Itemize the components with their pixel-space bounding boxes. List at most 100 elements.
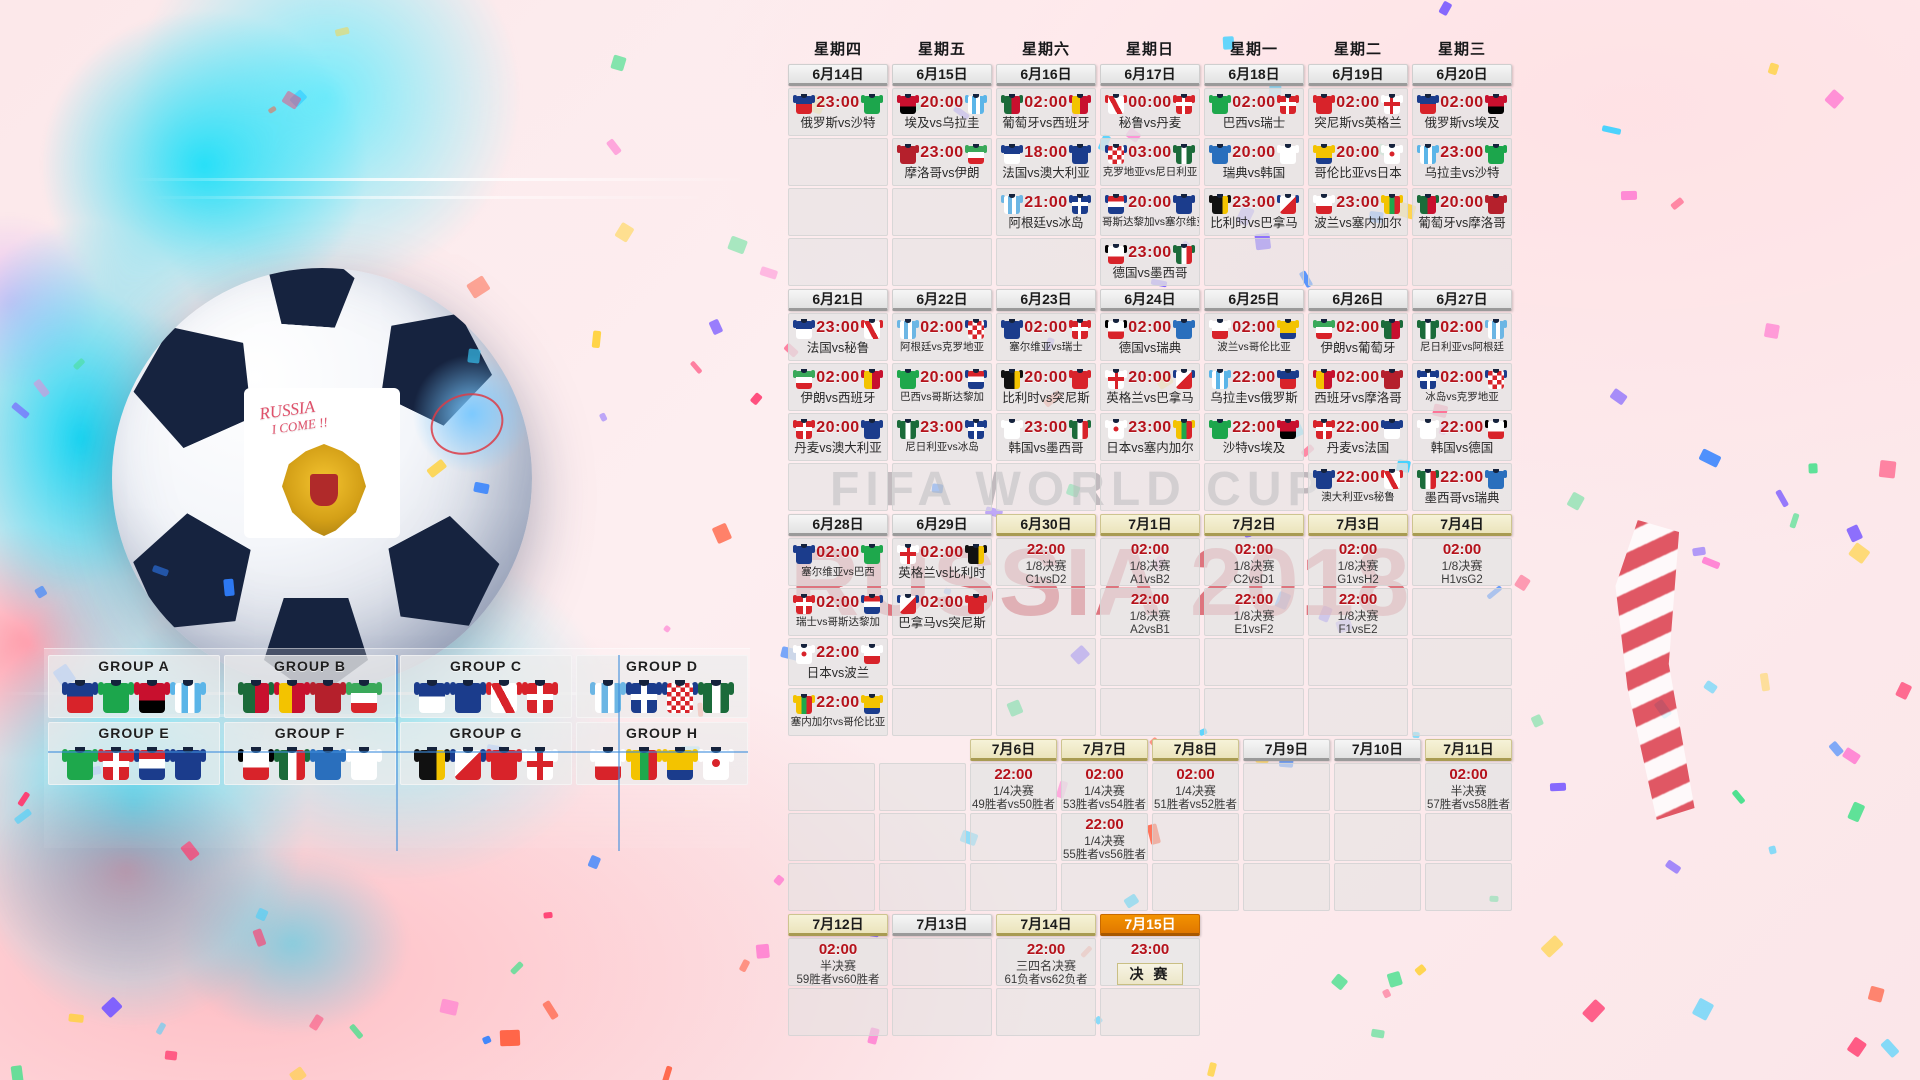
match-cell[interactable]: 02:00 葡萄牙vs西班牙 <box>996 88 1096 136</box>
match-cell[interactable]: 02:00 伊朗vs葡萄牙 <box>1308 313 1408 361</box>
match-cell[interactable]: 20:00 英格兰vs巴拿马 <box>1100 363 1200 411</box>
match-cell[interactable]: 20:00 哥伦比亚vs日本 <box>1308 138 1408 186</box>
match-cell[interactable]: 02:00 1/4决赛 53胜者vs54胜者 <box>1061 763 1148 811</box>
date-header-7月14日[interactable]: 7月14日 <box>996 914 1096 936</box>
date-header-7月1日[interactable]: 7月1日 <box>1100 514 1200 536</box>
date-header-7月13日[interactable]: 7月13日 <box>892 914 992 936</box>
date-header-6月24日[interactable]: 6月24日 <box>1100 289 1200 311</box>
match-cell[interactable]: 22:00 1/8决赛 C1vsD2 <box>996 538 1096 586</box>
match-cell[interactable]: 02:00 半决赛 57胜者vs58胜者 <box>1425 763 1512 811</box>
match-cell[interactable]: 22:00 日本vs波兰 <box>788 638 888 686</box>
date-header-6月29日[interactable]: 6月29日 <box>892 514 992 536</box>
date-header-6月25日[interactable]: 6月25日 <box>1204 289 1304 311</box>
match-cell[interactable]: 23:00 决 赛 <box>1100 938 1200 986</box>
match-cell[interactable]: 20:00 巴西vs哥斯达黎加 <box>892 363 992 411</box>
match-cell[interactable]: 22:00 韩国vs德国 <box>1412 413 1512 461</box>
match-cell[interactable]: 22:00 乌拉圭vs俄罗斯 <box>1204 363 1304 411</box>
date-header-7月11日[interactable]: 7月11日 <box>1425 739 1512 761</box>
date-header-7月8日[interactable]: 7月8日 <box>1152 739 1239 761</box>
date-header-7月9日[interactable]: 7月9日 <box>1243 739 1330 761</box>
date-header-7月7日[interactable]: 7月7日 <box>1061 739 1148 761</box>
match-cell[interactable]: 20:00 比利时vs突尼斯 <box>996 363 1096 411</box>
date-header-6月20日[interactable]: 6月20日 <box>1412 64 1512 86</box>
match-cell[interactable]: 23:00 日本vs塞内加尔 <box>1100 413 1200 461</box>
match-cell[interactable]: 20:00 哥斯达黎加vs塞尔维亚 <box>1100 188 1200 236</box>
date-header-6月22日[interactable]: 6月22日 <box>892 289 992 311</box>
date-header-7月12日[interactable]: 7月12日 <box>788 914 888 936</box>
match-cell[interactable]: 02:00 1/8决赛 A1vsB2 <box>1100 538 1200 586</box>
date-header-6月21日[interactable]: 6月21日 <box>788 289 888 311</box>
match-cell[interactable]: 23:00 韩国vs墨西哥 <box>996 413 1096 461</box>
match-cell[interactable]: 22:00 墨西哥vs瑞典 <box>1412 463 1512 511</box>
group-card-f[interactable]: GROUP F <box>224 722 396 785</box>
match-cell[interactable]: 02:00 阿根廷vs克罗地亚 <box>892 313 992 361</box>
match-cell[interactable]: 02:00 1/8决赛 G1vsH2 <box>1308 538 1408 586</box>
match-cell[interactable]: 02:00 德国vs瑞典 <box>1100 313 1200 361</box>
date-header-6月26日[interactable]: 6月26日 <box>1308 289 1408 311</box>
date-header-7月2日[interactable]: 7月2日 <box>1204 514 1304 536</box>
match-cell[interactable]: 23:00 法国vs秘鲁 <box>788 313 888 361</box>
match-cell[interactable]: 02:00 塞尔维亚vs瑞士 <box>996 313 1096 361</box>
date-header-7月6日[interactable]: 7月6日 <box>970 739 1057 761</box>
date-header-6月18日[interactable]: 6月18日 <box>1204 64 1304 86</box>
date-header-6月17日[interactable]: 6月17日 <box>1100 64 1200 86</box>
match-cell[interactable]: 02:00 尼日利亚vs阿根廷 <box>1412 313 1512 361</box>
match-cell[interactable]: 21:00 阿根廷vs冰岛 <box>996 188 1096 236</box>
match-cell[interactable]: 02:00 1/8决赛 C2vsD1 <box>1204 538 1304 586</box>
group-card-b[interactable]: GROUP B <box>224 655 396 718</box>
group-card-h[interactable]: GROUP H <box>576 722 748 785</box>
match-cell[interactable]: 02:00 巴拿马vs突尼斯 <box>892 588 992 636</box>
match-cell[interactable]: 00:00 秘鲁vs丹麦 <box>1100 88 1200 136</box>
match-cell[interactable]: 22:00 1/4决赛 55胜者vs56胜者 <box>1061 813 1148 861</box>
group-card-e[interactable]: GROUP E <box>48 722 220 785</box>
date-header-6月14日[interactable]: 6月14日 <box>788 64 888 86</box>
date-header-7月4日[interactable]: 7月4日 <box>1412 514 1512 536</box>
match-cell[interactable]: 23:00 比利时vs巴拿马 <box>1204 188 1304 236</box>
match-cell[interactable]: 22:00 丹麦vs法国 <box>1308 413 1408 461</box>
date-header-6月15日[interactable]: 6月15日 <box>892 64 992 86</box>
match-cell[interactable]: 02:00 1/4决赛 51胜者vs52胜者 <box>1152 763 1239 811</box>
match-cell[interactable]: 22:00 1/4决赛 49胜者vs50胜者 <box>970 763 1057 811</box>
match-cell[interactable]: 22:00 1/8决赛 F1vsE2 <box>1308 588 1408 636</box>
match-cell[interactable]: 02:00 伊朗vs西班牙 <box>788 363 888 411</box>
date-header-6月23日[interactable]: 6月23日 <box>996 289 1096 311</box>
match-cell[interactable]: 22:00 澳大利亚vs秘鲁 <box>1308 463 1408 511</box>
match-cell[interactable]: 20:00 丹麦vs澳大利亚 <box>788 413 888 461</box>
match-cell[interactable]: 23:00 尼日利亚vs冰岛 <box>892 413 992 461</box>
group-card-c[interactable]: GROUP C <box>400 655 572 718</box>
date-header-6月19日[interactable]: 6月19日 <box>1308 64 1408 86</box>
date-header-7月3日[interactable]: 7月3日 <box>1308 514 1408 536</box>
date-header-7月15日[interactable]: 7月15日 <box>1100 914 1200 936</box>
match-cell[interactable]: 02:00 俄罗斯vs埃及 <box>1412 88 1512 136</box>
match-cell[interactable]: 02:00 突尼斯vs英格兰 <box>1308 88 1408 136</box>
final-match-badge[interactable]: 决 赛 <box>1117 962 1183 985</box>
match-cell[interactable]: 02:00 英格兰vs比利时 <box>892 538 992 586</box>
group-card-g[interactable]: GROUP G <box>400 722 572 785</box>
match-cell[interactable]: 22:00 三四名决赛 61负者vs62负者 <box>996 938 1096 986</box>
match-cell[interactable]: 02:00 西班牙vs摩洛哥 <box>1308 363 1408 411</box>
group-card-a[interactable]: GROUP A <box>48 655 220 718</box>
group-card-d[interactable]: GROUP D <box>576 655 748 718</box>
match-cell[interactable]: 02:00 半决赛 59胜者vs60胜者 <box>788 938 888 986</box>
match-cell[interactable]: 23:00 俄罗斯vs沙特 <box>788 88 888 136</box>
match-cell[interactable]: 02:00 1/8决赛 H1vsG2 <box>1412 538 1512 586</box>
date-header-7月10日[interactable]: 7月10日 <box>1334 739 1421 761</box>
match-cell[interactable]: 18:00 法国vs澳大利亚 <box>996 138 1096 186</box>
match-cell[interactable]: 20:00 瑞典vs韩国 <box>1204 138 1304 186</box>
match-cell[interactable]: 03:00 克罗地亚vs尼日利亚 <box>1100 138 1200 186</box>
match-cell[interactable]: 02:00 波兰vs哥伦比亚 <box>1204 313 1304 361</box>
match-cell[interactable]: 22:00 沙特vs埃及 <box>1204 413 1304 461</box>
match-cell[interactable]: 02:00 冰岛vs克罗地亚 <box>1412 363 1512 411</box>
match-cell[interactable]: 02:00 塞尔维亚vs巴西 <box>788 538 888 586</box>
match-cell[interactable]: 20:00 葡萄牙vs摩洛哥 <box>1412 188 1512 236</box>
date-header-6月30日[interactable]: 6月30日 <box>996 514 1096 536</box>
date-header-6月28日[interactable]: 6月28日 <box>788 514 888 536</box>
match-cell[interactable]: 23:00 波兰vs塞内加尔 <box>1308 188 1408 236</box>
match-cell[interactable]: 22:00 1/8决赛 E1vsF2 <box>1204 588 1304 636</box>
match-cell[interactable]: 23:00 乌拉圭vs沙特 <box>1412 138 1512 186</box>
match-cell[interactable]: 22:00 1/8决赛 A2vsB1 <box>1100 588 1200 636</box>
date-header-6月27日[interactable]: 6月27日 <box>1412 289 1512 311</box>
match-cell[interactable]: 22:00 塞内加尔vs哥伦比亚 <box>788 688 888 736</box>
match-cell[interactable]: 02:00 瑞士vs哥斯达黎加 <box>788 588 888 636</box>
match-cell[interactable]: 23:00 德国vs墨西哥 <box>1100 238 1200 286</box>
